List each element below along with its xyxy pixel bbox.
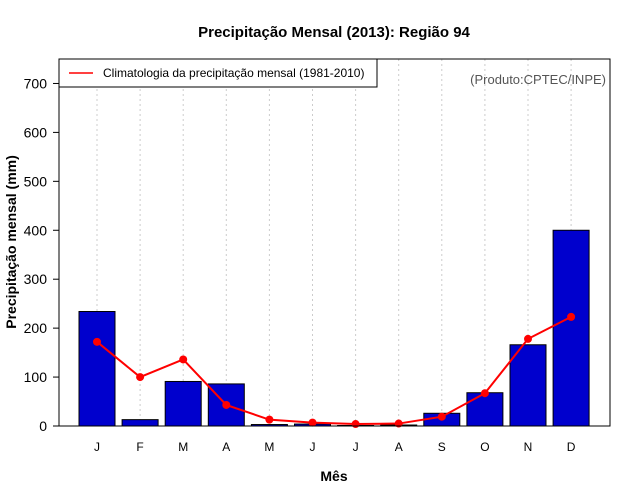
y-tick-label: 100 bbox=[24, 369, 48, 385]
climatology-point bbox=[93, 337, 101, 346]
bar-series bbox=[78, 229, 590, 427]
bar-O-10 bbox=[466, 392, 504, 427]
grid-lines bbox=[96, 59, 572, 426]
climatology-point bbox=[308, 418, 317, 427]
y-axis: 0 100 200 300 400 500 600 700 bbox=[24, 75, 60, 434]
y-tick-label: 200 bbox=[24, 320, 48, 336]
x-tick-label: O bbox=[480, 440, 489, 454]
x-tick-label: F bbox=[136, 440, 143, 454]
x-tick-label: J bbox=[94, 440, 100, 454]
legend: Climatologia da precipitação mensal (198… bbox=[58, 58, 378, 88]
chart-title: Precipitação Mensal (2013): Região 94 bbox=[198, 24, 470, 41]
legend-label: Climatologia da precipitação mensal (198… bbox=[103, 66, 364, 80]
bar-D-12 bbox=[552, 229, 590, 427]
x-tick-label: N bbox=[524, 440, 533, 454]
x-tick-label: D bbox=[567, 440, 576, 454]
y-tick-label: 700 bbox=[24, 75, 48, 91]
climatology-point bbox=[524, 334, 532, 343]
source-annotation: (Produto:CPTEC/INPE) bbox=[470, 72, 606, 87]
x-tick-label: A bbox=[222, 440, 230, 454]
bar-J-1 bbox=[78, 310, 116, 427]
climatology-point bbox=[480, 389, 489, 398]
legend-box bbox=[58, 58, 378, 88]
climatology-point bbox=[179, 355, 188, 364]
x-tick-label: J bbox=[310, 440, 316, 454]
x-tick-label: A bbox=[395, 440, 403, 454]
climatology-point bbox=[222, 400, 231, 409]
climatology-point bbox=[265, 415, 274, 424]
bar-M-3 bbox=[164, 380, 202, 427]
climatology-line bbox=[96, 315, 572, 426]
climatology-point bbox=[351, 420, 360, 429]
y-tick-label: 300 bbox=[24, 271, 48, 287]
climatology-series bbox=[93, 312, 576, 429]
y-axis-label: Precipitação mensal (mm) bbox=[3, 155, 19, 329]
climatology-point bbox=[437, 412, 446, 421]
climatology-point bbox=[567, 312, 576, 321]
bar-F-2 bbox=[121, 419, 159, 427]
x-tick-label: J bbox=[353, 440, 359, 454]
x-tick-label: M bbox=[264, 440, 274, 454]
x-axis-label: Mês bbox=[320, 468, 347, 484]
climatology-point bbox=[136, 373, 145, 382]
bar-N-11 bbox=[509, 344, 547, 427]
y-tick-label: 400 bbox=[24, 222, 48, 238]
x-tick-label: S bbox=[438, 440, 446, 454]
y-tick-label: 600 bbox=[24, 124, 48, 140]
x-tick-label: M bbox=[178, 440, 188, 454]
y-tick-label: 500 bbox=[24, 173, 48, 189]
y-tick-label: 0 bbox=[39, 418, 47, 434]
